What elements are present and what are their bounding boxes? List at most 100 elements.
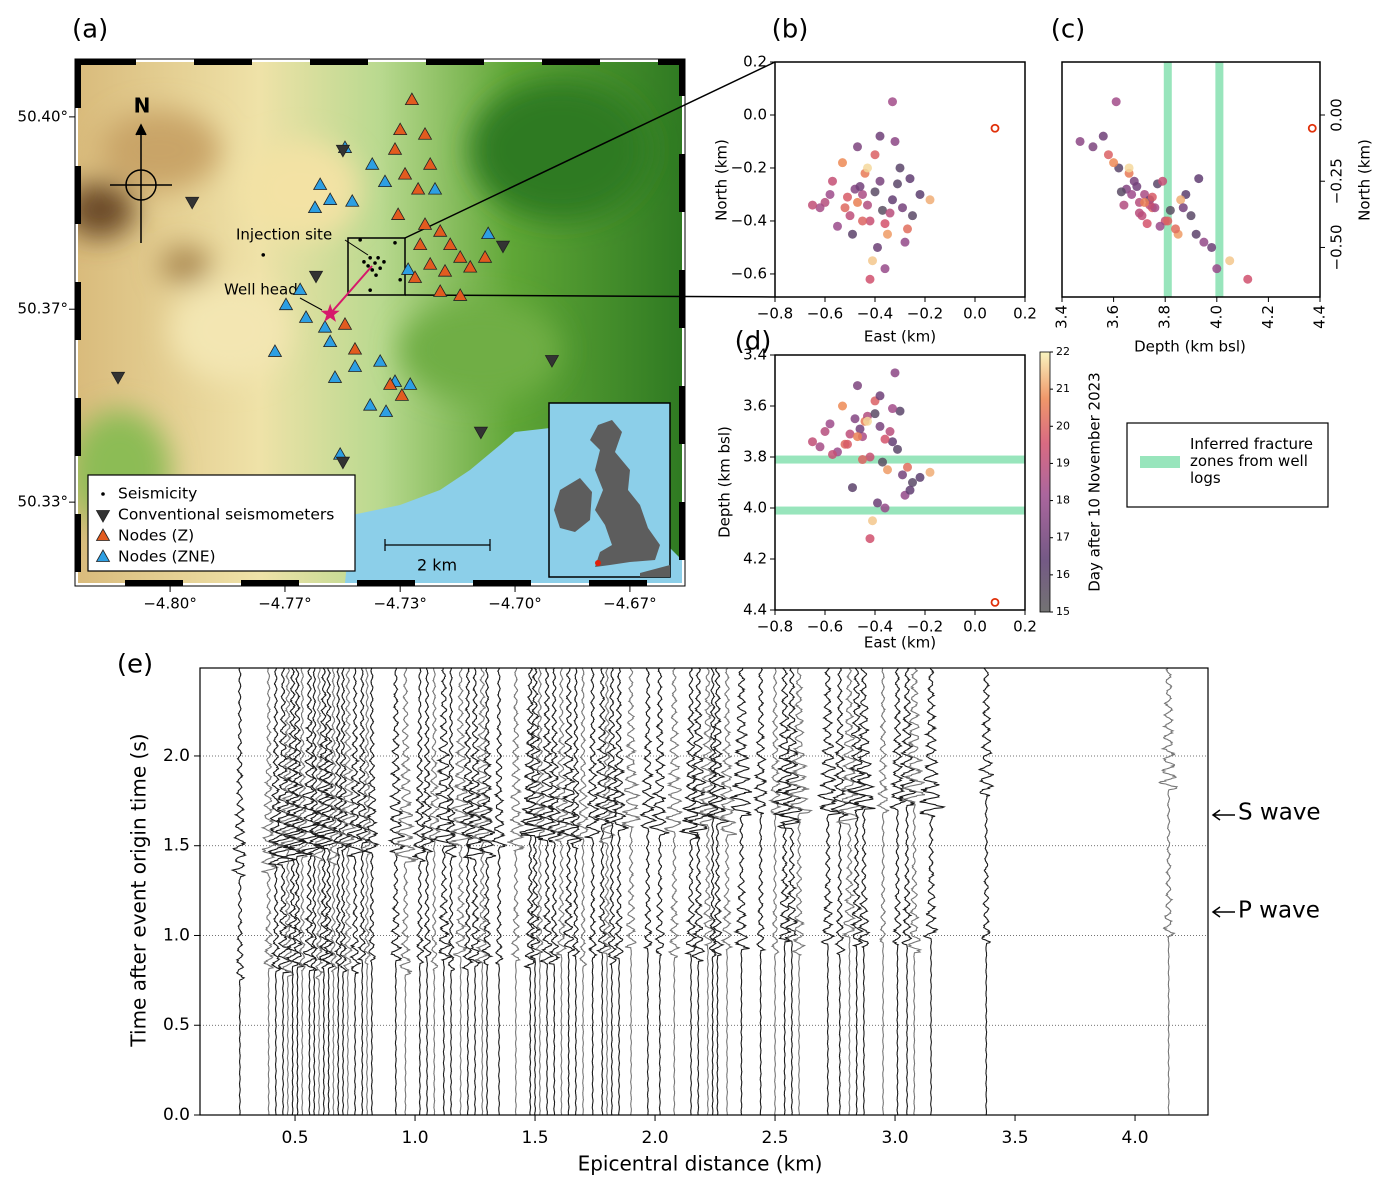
- event-point: [893, 179, 902, 189]
- waveform-trace: [830, 667, 850, 1115]
- waveform-trace: [851, 668, 876, 1116]
- station-marker: [378, 404, 394, 417]
- event-point: [853, 142, 862, 152]
- event-point: [888, 195, 897, 205]
- station-marker: [382, 377, 398, 390]
- seismicity-point: [370, 268, 375, 272]
- event-point: [1109, 158, 1119, 168]
- waveform-trace: [428, 668, 441, 1116]
- station-marker: [308, 270, 324, 284]
- legend-marker: [95, 510, 111, 523]
- station-marker: [362, 397, 378, 411]
- x-tick-label: 4.0: [1122, 1128, 1149, 1148]
- event-point: [915, 189, 925, 199]
- event-point: [1243, 274, 1253, 284]
- event-point: [808, 200, 817, 210]
- waveform-trace: [697, 667, 721, 1116]
- x-axis-label: East (km): [864, 634, 936, 652]
- event-point: [1132, 182, 1142, 192]
- event-point: [878, 205, 887, 215]
- legend-patch: [1140, 456, 1180, 468]
- event-point: [1165, 205, 1175, 215]
- event-point: [858, 189, 867, 199]
- event-point: [843, 439, 852, 449]
- seismicity-point: [373, 261, 377, 265]
- station-marker: [400, 262, 416, 275]
- event-point: [870, 187, 880, 197]
- seismicity-point: [358, 238, 362, 242]
- waveform-trace: [337, 668, 352, 1116]
- waveform-trace: [706, 668, 719, 1116]
- waveform-trace: [897, 667, 917, 1116]
- waveform-trace: [546, 668, 563, 1116]
- seismicity-point: [374, 273, 378, 277]
- station-marker: [298, 310, 314, 323]
- x-axis-label: Epicentral distance (km): [578, 1152, 823, 1176]
- event-point: [1176, 195, 1186, 205]
- event-point: [853, 197, 862, 207]
- s-wave-label: S wave: [1238, 800, 1321, 826]
- waveform-trace: [584, 668, 602, 1116]
- event-point: [883, 229, 892, 239]
- event-point: [893, 444, 902, 454]
- x-tick-label: 4.0: [1207, 305, 1225, 329]
- event-point: [905, 485, 915, 495]
- station-marker: [544, 355, 560, 368]
- colorbar-tick-label: 19: [1056, 456, 1070, 469]
- panel-label: (d): [735, 327, 772, 357]
- seismicity-point: [261, 253, 266, 257]
- event-point: [1147, 192, 1157, 202]
- legend-label: Conventional seismometers: [118, 506, 334, 524]
- event-point: [895, 163, 905, 173]
- x-tick-label: −0.2: [907, 618, 943, 636]
- panel-label: (a): [72, 15, 108, 45]
- x-axis-label: Depth (km bsl): [1134, 338, 1246, 356]
- panel-label: (b): [772, 15, 809, 45]
- event-point: [850, 414, 860, 424]
- scatter-panel: [808, 97, 1000, 284]
- event-point: [1124, 163, 1134, 173]
- fracture-zone: [1163, 62, 1172, 297]
- event-point: [855, 424, 865, 434]
- fracture-zone: [775, 506, 1025, 515]
- waveform-trace: [520, 668, 547, 1116]
- waveform-trace: [729, 668, 753, 1116]
- waveform-trace: [835, 668, 861, 1116]
- colorbar-tick-label: 18: [1056, 494, 1070, 507]
- waveform-trace: [360, 668, 372, 1116]
- waveform-trace: [285, 668, 310, 1116]
- p-wave-label: P wave: [1238, 898, 1320, 924]
- well-head-marker: [320, 303, 340, 322]
- station-marker: [404, 92, 420, 106]
- event-point: [875, 421, 885, 431]
- waveform-trace: [557, 668, 581, 1116]
- axes-frame: [199, 667, 1209, 1116]
- waveform-trace: [776, 668, 804, 1116]
- waveform-trace: [267, 668, 286, 1116]
- zoom-line: [404, 61, 776, 239]
- waveform-trace: [462, 668, 485, 1116]
- station-marker: [345, 193, 360, 207]
- legend-label: Nodes (Z): [118, 527, 194, 545]
- event-point: [1111, 97, 1121, 107]
- station-marker: [417, 126, 433, 140]
- station-marker: [312, 177, 328, 190]
- colorbar-tick-label: 20: [1056, 419, 1070, 432]
- event-point: [838, 401, 847, 411]
- event-point: [870, 150, 880, 160]
- event-point: [1116, 187, 1126, 197]
- event-point: [880, 264, 890, 274]
- event-point: [1225, 256, 1235, 266]
- x-tick-label: 2.0: [642, 1128, 669, 1148]
- station-marker: [390, 207, 406, 220]
- legend-marker: [95, 528, 111, 541]
- waveform-trace: [533, 668, 547, 1116]
- x-tick-label: 4.2: [1259, 305, 1277, 329]
- waveform-trace: [610, 668, 629, 1116]
- waveform-trace: [307, 668, 322, 1116]
- waveform-trace: [312, 668, 335, 1116]
- event-point: [915, 472, 925, 482]
- x-tick-label: 0.2: [1013, 305, 1037, 323]
- station-marker: [278, 297, 294, 311]
